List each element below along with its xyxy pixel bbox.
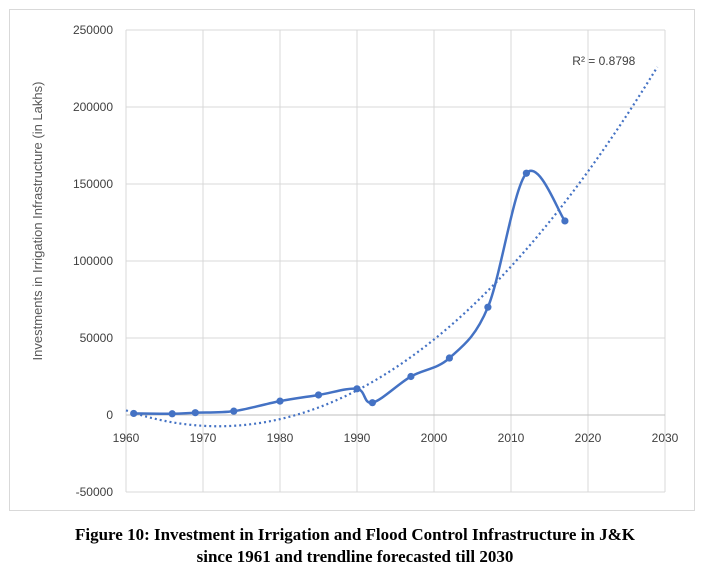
chart-frame: [9, 9, 695, 511]
data-point: [561, 217, 569, 225]
y-tick-labels: -50000 0 50000 100000 150000 200000 250000: [73, 23, 113, 499]
x-tick-label: 1980: [267, 431, 294, 445]
y-tick-label: -50000: [76, 485, 114, 499]
y-tick-label: 0: [106, 408, 113, 422]
caption-line-2: since 1961 and trendline forecasted till…: [196, 547, 514, 566]
y-tick-label: 50000: [80, 331, 114, 345]
data-point: [445, 354, 453, 362]
series-line: [133, 169, 566, 416]
data-point: [276, 397, 284, 405]
data-point: [484, 303, 492, 311]
data-point: [230, 407, 238, 415]
data-point: [191, 409, 199, 417]
caption-line-1: Figure 10: Investment in Irrigation and …: [74, 525, 636, 544]
chart: 1960 1970 1980 1990 2000 2010 2020 2030 -50000 0…: [30, 23, 679, 499]
x-tick-label: 1970: [190, 431, 217, 445]
x-tick-label: 2010: [498, 431, 525, 445]
figure-caption: Figure 10: Investment in Irrigation and …: [0, 524, 710, 568]
r-squared-label: R² = 0.8798: [572, 54, 635, 68]
x-tick-labels: 1960 1970 1980 1990 2000 2010 2020 2030: [113, 431, 679, 445]
data-points: [130, 169, 569, 418]
x-tick-label: 2020: [575, 431, 602, 445]
y-tick-label: 200000: [73, 100, 113, 114]
trendline: [125, 66, 659, 428]
y-axis-label: Investments in Irrigation Infrastructure…: [30, 82, 45, 361]
data-point: [407, 372, 415, 381]
y-tick-label: 100000: [73, 254, 113, 268]
y-tick-label: 150000: [73, 177, 113, 191]
x-tick-label: 2030: [652, 431, 679, 445]
data-point: [368, 399, 376, 407]
y-tick-label: 250000: [73, 23, 113, 37]
x-tick-label: 1960: [113, 431, 140, 445]
data-point: [130, 409, 138, 418]
x-tick-label: 1990: [344, 431, 371, 445]
data-point: [522, 169, 531, 177]
data-point: [314, 391, 323, 399]
x-tick-label: 2000: [421, 431, 448, 445]
data-point: [353, 385, 361, 393]
grid-lines: [125, 29, 666, 493]
data-point: [168, 410, 176, 418]
